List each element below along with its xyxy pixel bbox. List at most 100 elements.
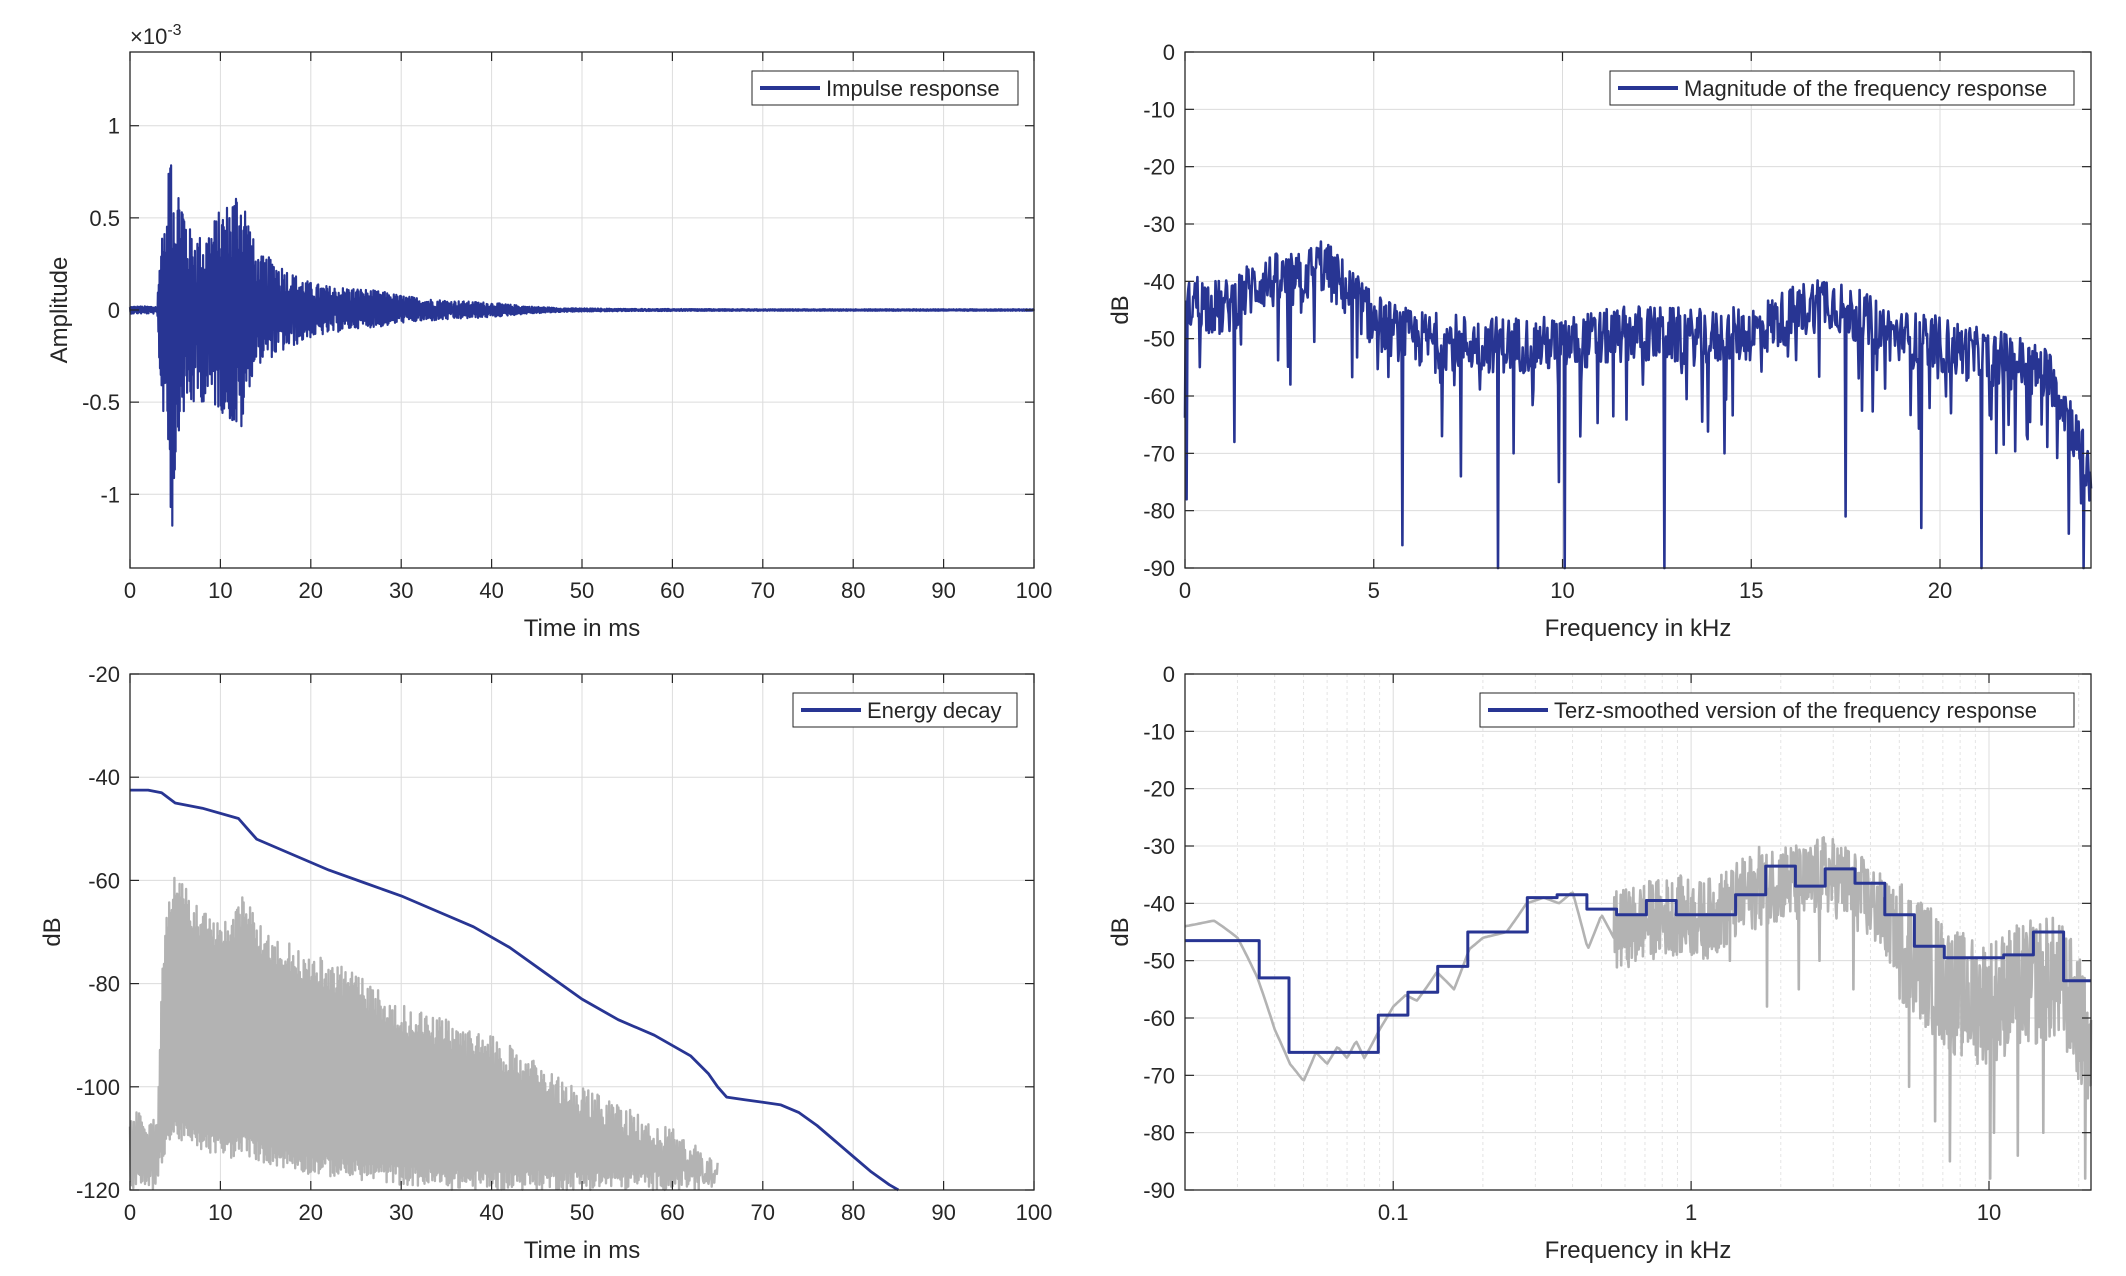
decay-legend: Energy decay bbox=[792, 692, 1018, 728]
y-tick-label: -90 bbox=[1143, 556, 1175, 581]
impulse-response-panel: 0 10 20 30 40 50 60 70 80 90 100 -1 -0.5 0 0.5 1 Time i… bbox=[46, 22, 1052, 642]
y-tick-label: -70 bbox=[1143, 1063, 1175, 1088]
exponent-power: -3 bbox=[167, 22, 181, 39]
x-tick-label: 0 bbox=[1179, 578, 1191, 603]
legend-entry: Impulse response bbox=[826, 76, 1000, 101]
x-tick-label: 20 bbox=[299, 578, 323, 603]
x-tick-label: 10 bbox=[208, 578, 232, 603]
x-tick-label: 100 bbox=[1016, 1200, 1053, 1225]
y-tick-label: -10 bbox=[1143, 719, 1175, 744]
y-tick-label: -60 bbox=[1143, 384, 1175, 409]
x-tick-label: 15 bbox=[1739, 578, 1763, 603]
magnitude-response-line bbox=[1183, 240, 2093, 570]
impulse-legend: Impulse response bbox=[751, 70, 1019, 106]
decay-y-axis-label: dB bbox=[39, 917, 66, 946]
energy-envelope-gray-line bbox=[128, 876, 719, 1192]
terz-x-axis-label: Frequency in kHz bbox=[1545, 1237, 1732, 1264]
impulse-exponent-label: ×10-3 bbox=[130, 22, 182, 49]
x-tick-label: 0 bbox=[124, 1200, 136, 1225]
y-tick-label: -20 bbox=[1143, 155, 1175, 180]
impulse-y-axis-label: Amplitude bbox=[46, 257, 73, 364]
y-tick-label: -100 bbox=[76, 1075, 120, 1100]
x-tick-label: 80 bbox=[841, 578, 865, 603]
y-tick-label: 1 bbox=[108, 114, 120, 139]
y-tick-label: -0.5 bbox=[82, 390, 120, 415]
y-tick-label: -1 bbox=[100, 482, 120, 507]
x-tick-label: 100 bbox=[1016, 578, 1053, 603]
y-tick-label: -40 bbox=[88, 765, 120, 790]
y-tick-label: -80 bbox=[1143, 1121, 1175, 1146]
x-tick-label: 80 bbox=[841, 1200, 865, 1225]
y-tick-label: -40 bbox=[1143, 269, 1175, 294]
y-tick-label: -80 bbox=[1143, 499, 1175, 524]
x-tick-label: 0 bbox=[124, 578, 136, 603]
impulse-ticks: 0 10 20 30 40 50 60 70 80 90 100 -1 -0.5 0 0.5 1 bbox=[82, 52, 1052, 603]
magnitude-x-axis-label: Frequency in kHz bbox=[1545, 615, 1732, 642]
y-tick-label: -10 bbox=[1143, 97, 1175, 122]
legend-entry: Magnitude of the frequency response bbox=[1684, 76, 2047, 101]
terz-smoothed-step-line bbox=[1185, 864, 2091, 1054]
x-tick-label: 30 bbox=[389, 578, 413, 603]
x-tick-label: 60 bbox=[660, 578, 684, 603]
x-tick-label: 1 bbox=[1685, 1200, 1697, 1225]
x-tick-label: 20 bbox=[1928, 578, 1952, 603]
y-tick-label: -70 bbox=[1143, 441, 1175, 466]
x-tick-label: 70 bbox=[751, 1200, 775, 1225]
x-tick-label: 50 bbox=[570, 1200, 594, 1225]
energy-decay-line bbox=[130, 788, 900, 1192]
x-tick-label: 10 bbox=[1550, 578, 1574, 603]
legend-entry: Terz-smoothed version of the frequency r… bbox=[1554, 698, 2037, 723]
terz-ticks: 0.1 1 10 0 -10 -20 -30 -40 -50 -60 -70 -80 -90 bbox=[1143, 662, 2091, 1225]
legend-entry: Energy decay bbox=[867, 698, 1002, 723]
x-tick-label: 50 bbox=[570, 578, 594, 603]
magnitude-axes-box bbox=[1184, 51, 2092, 569]
x-tick-label: 10 bbox=[1977, 1200, 2001, 1225]
magnitude-ticks: 0 5 10 15 20 0 -10 -20 -30 -40 -50 -60 -70 -80 -90 bbox=[1143, 40, 2091, 603]
x-tick-label: 40 bbox=[479, 578, 503, 603]
legend-box bbox=[1479, 692, 2075, 728]
y-tick-label: -30 bbox=[1143, 834, 1175, 859]
y-tick-label: -50 bbox=[1143, 949, 1175, 974]
impulse-data bbox=[128, 164, 1036, 527]
magnitude-y-axis-label: dB bbox=[1107, 295, 1134, 324]
energy-decay-panel: 0 10 20 30 40 50 60 70 80 90 100 -20 -40 -60 -80 -100 -1… bbox=[39, 662, 1052, 1264]
x-tick-label: 0.1 bbox=[1378, 1200, 1409, 1225]
decay-x-axis-label: Time in ms bbox=[524, 1237, 640, 1264]
impulse-response-line bbox=[128, 164, 1036, 527]
terz-legend: Terz-smoothed version of the frequency r… bbox=[1479, 692, 2075, 728]
terz-smoothed-panel: 0.1 1 10 0 -10 -20 -30 -40 -50 -60 -70 -80 -90 Frequ… bbox=[1107, 662, 2093, 1264]
terz-axes-box bbox=[1184, 673, 2092, 1191]
x-tick-label: 10 bbox=[208, 1200, 232, 1225]
x-tick-label: 5 bbox=[1368, 578, 1380, 603]
decay-data bbox=[128, 788, 900, 1192]
legend-box bbox=[1609, 70, 2075, 106]
y-tick-label: 0 bbox=[1163, 662, 1175, 687]
terz-y-axis-label: dB bbox=[1107, 917, 1134, 946]
magnitude-legend: Magnitude of the frequency response bbox=[1609, 70, 2075, 106]
decay-ticks: 0 10 20 30 40 50 60 70 80 90 100 -20 -40 -60 -80 -100 -1… bbox=[76, 662, 1052, 1225]
y-tick-label: -120 bbox=[76, 1178, 120, 1203]
y-tick-label: -40 bbox=[1143, 891, 1175, 916]
x-tick-label: 20 bbox=[299, 1200, 323, 1225]
x-tick-label: 70 bbox=[751, 578, 775, 603]
y-tick-label: -60 bbox=[1143, 1006, 1175, 1031]
y-tick-label: -90 bbox=[1143, 1178, 1175, 1203]
y-tick-label: 0.5 bbox=[89, 206, 120, 231]
y-tick-label: 0 bbox=[1163, 40, 1175, 65]
y-tick-label: -50 bbox=[1143, 327, 1175, 352]
y-tick-label: -80 bbox=[88, 972, 120, 997]
y-tick-label: -20 bbox=[1143, 777, 1175, 802]
y-tick-label: -30 bbox=[1143, 212, 1175, 237]
magnitude-response-panel: 0 5 10 15 20 0 -10 -20 -30 -40 -50 -60 -70 -80 -90 Fre… bbox=[1107, 40, 2093, 642]
x-tick-label: 40 bbox=[479, 1200, 503, 1225]
exponent-base: ×10 bbox=[130, 24, 167, 49]
y-tick-label: -60 bbox=[88, 868, 120, 893]
y-tick-label: 0 bbox=[108, 298, 120, 323]
magnitude-data bbox=[1183, 240, 2093, 570]
impulse-x-axis-label: Time in ms bbox=[524, 615, 640, 642]
x-tick-label: 90 bbox=[931, 1200, 955, 1225]
y-tick-label: -20 bbox=[88, 662, 120, 687]
x-tick-label: 90 bbox=[931, 578, 955, 603]
x-tick-label: 60 bbox=[660, 1200, 684, 1225]
